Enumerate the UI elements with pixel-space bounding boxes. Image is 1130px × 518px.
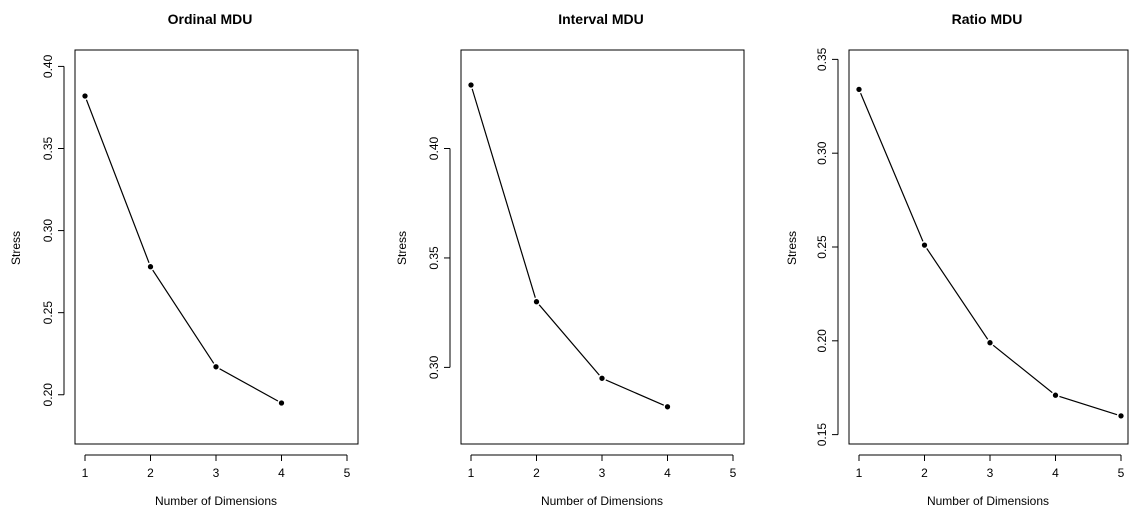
chart-panel-interval: Interval MDU Number of Dimensions Stress…	[395, 11, 745, 508]
data-point	[466, 80, 476, 90]
x-tick-label: 3	[213, 466, 220, 480]
x-tick-label: 5	[730, 466, 737, 480]
x-tick-label: 2	[921, 466, 928, 480]
y-tick-label: 0.35	[427, 246, 441, 270]
data-point	[277, 398, 286, 408]
x-tick-label: 2	[147, 466, 154, 480]
data-point	[985, 338, 995, 347]
data-point	[663, 402, 672, 411]
chart-title: Ratio MDU	[952, 11, 1023, 27]
x-tick-label: 5	[1118, 466, 1125, 480]
plot-area	[460, 49, 745, 445]
data-point	[532, 297, 541, 306]
chart-title: Ordinal MDU	[168, 11, 253, 27]
series-line	[84, 95, 282, 404]
y-tick-label: 0.30	[427, 355, 441, 379]
series-line	[858, 89, 1122, 417]
chart-panel-ratio: Ratio MDU Number of Dimensions Stress 1 2…	[785, 11, 1129, 508]
data-point	[1051, 391, 1060, 400]
data-marks: 1 2 3 4 5 0.15 0.20 0.25 0.30 0.35	[815, 47, 1126, 480]
plot-area	[74, 49, 359, 445]
y-tick-label: 0.30	[41, 219, 55, 243]
y-axis-label: Stress	[9, 231, 23, 265]
data-marks: 1 2 3 4 5 0.30 0.35 0.40	[427, 80, 737, 480]
y-axis-label: Stress	[785, 231, 799, 265]
data-point	[597, 374, 607, 383]
x-tick-label: 5	[344, 466, 351, 480]
data-point	[920, 240, 929, 250]
x-tick-label: 4	[1052, 466, 1059, 480]
x-tick-label: 1	[468, 466, 475, 480]
x-tick-label: 3	[599, 466, 606, 480]
data-point	[211, 362, 221, 371]
data-point	[854, 85, 864, 94]
data-marks: 1 2 3 4 5 0.20 0.25 0.30 0.35 0.40	[41, 54, 351, 480]
chart-panel-ordinal: Ordinal MDU Number of Dimensions Stress …	[9, 11, 359, 508]
x-axis-label: Number of Dimensions	[155, 494, 277, 508]
x-axis-label: Number of Dimensions	[541, 494, 663, 508]
y-axis-label: Stress	[395, 231, 409, 265]
y-tick-label: 0.40	[41, 54, 55, 78]
x-tick-label: 2	[533, 466, 540, 480]
x-tick-label: 1	[82, 466, 89, 480]
x-tick-label: 4	[278, 466, 285, 480]
x-tick-label: 3	[987, 466, 994, 480]
y-tick-label: 0.30	[815, 141, 829, 165]
y-tick-label: 0.35	[41, 136, 55, 160]
y-tick-label: 0.15	[815, 423, 829, 447]
y-tick-label: 0.20	[41, 383, 55, 407]
y-tick-label: 0.40	[427, 136, 441, 160]
chart-title: Interval MDU	[558, 11, 644, 27]
y-tick-label: 0.35	[815, 47, 829, 71]
x-tick-label: 1	[856, 466, 863, 480]
y-tick-label: 0.25	[41, 301, 55, 325]
plot-area	[848, 49, 1129, 445]
data-point	[80, 91, 90, 101]
y-tick-label: 0.25	[815, 235, 829, 259]
data-point	[146, 262, 155, 271]
x-tick-label: 4	[664, 466, 671, 480]
y-tick-label: 0.20	[815, 329, 829, 353]
data-point	[1116, 411, 1126, 421]
series-line	[470, 84, 668, 408]
x-axis-label: Number of Dimensions	[927, 494, 1049, 508]
